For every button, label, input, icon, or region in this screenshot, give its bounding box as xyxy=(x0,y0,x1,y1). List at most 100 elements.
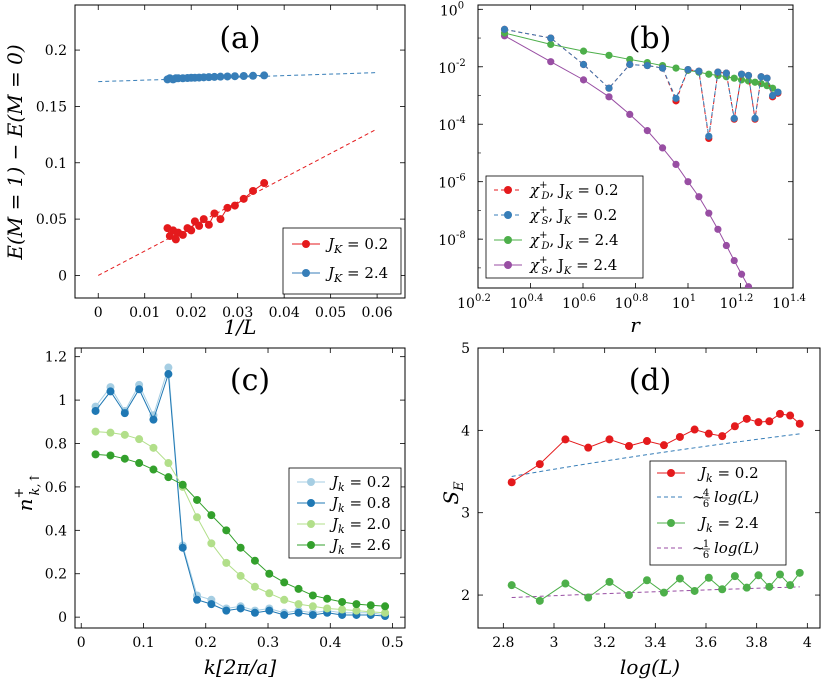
data-point-b-1 xyxy=(763,74,771,82)
legend-marker-d-0 xyxy=(667,469,675,477)
data-point-b-1 xyxy=(626,60,634,69)
data-point-a-1 xyxy=(249,71,258,80)
legend-label-b-3: χ+ S, JK = 2.4 xyxy=(529,255,617,277)
panel-b-marks xyxy=(500,25,782,288)
panel-b-xlabel: r xyxy=(630,313,641,337)
y-tick-label: 0.15 xyxy=(36,99,67,115)
data-point-d-1 xyxy=(624,591,633,600)
data-point-b-3 xyxy=(579,76,588,84)
legend-frac-num-d-1: 4 xyxy=(703,488,709,499)
y-tick-label: 3 xyxy=(461,506,470,522)
data-point-c-2 xyxy=(120,430,129,439)
data-point-b-2 xyxy=(605,51,613,59)
data-point-c-3 xyxy=(120,454,129,463)
data-point-c-1 xyxy=(236,604,245,613)
legend-marker-c-3 xyxy=(307,541,315,549)
data-point-c-2 xyxy=(308,602,317,611)
data-point-c-3 xyxy=(323,594,332,603)
data-point-c-2 xyxy=(381,608,390,617)
x-tick-label: 0.3 xyxy=(257,635,279,651)
data-point-d-1 xyxy=(605,577,614,586)
legend-label-b-2: χ+ D, JK = 2.4 xyxy=(529,230,619,252)
data-point-a-0 xyxy=(210,209,219,218)
x-tick-label: 3.6 xyxy=(695,635,717,651)
data-point-d-1 xyxy=(704,573,713,582)
panel-c-label: (c) xyxy=(230,363,270,398)
panel-a-xlabel: 1/L xyxy=(224,315,257,339)
data-point-d-1 xyxy=(795,568,804,577)
data-point-a-1 xyxy=(210,72,219,81)
data-point-c-3 xyxy=(193,495,202,504)
x-tick-label: 0 xyxy=(94,305,103,321)
y-tick-label: 10-8 xyxy=(438,230,466,249)
data-point-c-2 xyxy=(323,604,332,613)
panel-c-legend: Jk = 0.2Jk = 0.8Jk = 2.0Jk = 2.6 xyxy=(288,467,402,559)
data-point-b-3 xyxy=(658,144,667,152)
data-point-b-1 xyxy=(695,67,703,75)
x-tick-label: 4 xyxy=(803,635,812,651)
panel-c-ticks: 0 0.1 0.2 0.3 0.4 0.5 0 0.2 0.4 0.6 0.8 1 1.2 xyxy=(45,348,405,651)
data-point-d-0 xyxy=(659,441,668,450)
legend-marker-b-1 xyxy=(504,211,512,219)
data-point-b-3 xyxy=(626,110,634,118)
data-point-b-3 xyxy=(714,225,722,233)
panel-b-legend-box xyxy=(485,175,644,279)
data-point-c-3 xyxy=(366,601,375,610)
data-point-b-3 xyxy=(737,270,746,278)
data-point-c-2 xyxy=(366,607,375,616)
data-point-c-1 xyxy=(250,608,259,617)
data-point-c-2 xyxy=(207,539,216,548)
data-point-c-2 xyxy=(280,595,289,604)
data-point-c-1 xyxy=(178,543,187,552)
data-point-c-1 xyxy=(164,370,173,379)
data-point-b-1 xyxy=(705,132,713,140)
data-point-c-3 xyxy=(308,591,317,600)
panel-d: 2.8 3 3.2 3.4 3.6 3.8 4 2 3 4 5 (d) log(L) SE Jk =… xyxy=(439,341,821,679)
data-point-b-1 xyxy=(547,34,555,42)
data-point-b-3 xyxy=(684,178,692,186)
data-point-b-3 xyxy=(605,93,613,101)
data-point-a-1 xyxy=(239,72,248,80)
data-point-c-1 xyxy=(106,387,115,396)
data-point-c-1 xyxy=(120,409,129,418)
data-point-c-2 xyxy=(294,600,303,609)
fit-line-a-0 xyxy=(98,128,378,276)
panel-d-marks xyxy=(507,409,804,605)
legend-label-c-2: Jk = 2.0 xyxy=(329,515,391,536)
y-tick-label: 0.4 xyxy=(45,523,67,539)
data-point-c-3 xyxy=(91,450,100,459)
data-point-d-0 xyxy=(742,414,751,423)
data-point-b-1 xyxy=(643,61,651,70)
data-point-c-3 xyxy=(280,578,289,587)
data-point-b-1 xyxy=(714,68,722,76)
data-point-d-1 xyxy=(507,581,516,590)
data-point-d-0 xyxy=(605,435,614,444)
x-tick-label: 100.2 xyxy=(457,293,491,312)
legend-marker-b-3 xyxy=(504,261,512,269)
data-point-c-3 xyxy=(135,459,144,468)
data-point-b-1 xyxy=(684,65,692,74)
data-point-a-0 xyxy=(171,235,180,244)
data-point-b-1 xyxy=(744,71,753,80)
legend-label-b-0: χ+ D, JK = 0.2 xyxy=(529,180,619,202)
data-point-d-1 xyxy=(675,574,684,583)
x-tick-label: 3.4 xyxy=(644,635,666,651)
data-point-d-1 xyxy=(584,593,593,602)
data-point-c-2 xyxy=(338,605,347,614)
panel-c-frame xyxy=(74,347,406,629)
legend-label-b-1: χ+ S, JK = 0.2 xyxy=(529,205,617,227)
legend-marker-c-0 xyxy=(307,478,315,486)
x-tick-label: 101.4 xyxy=(772,293,806,312)
data-point-b-1 xyxy=(672,94,680,102)
panel-c-marks xyxy=(91,363,390,621)
data-point-c-3 xyxy=(352,600,361,609)
y-tick-label: 100 xyxy=(440,0,464,19)
legend-label-a-1: JK = 2.4 xyxy=(325,264,388,285)
data-point-a-0 xyxy=(195,221,204,230)
data-point-b-2 xyxy=(744,77,753,85)
panel-d-xlabel: log(L) xyxy=(620,655,680,679)
data-point-c-3 xyxy=(236,543,245,552)
legend-label-d-2: Jk = 2.4 xyxy=(697,514,759,535)
data-point-c-1 xyxy=(91,406,100,415)
data-point-b-2 xyxy=(757,79,765,88)
